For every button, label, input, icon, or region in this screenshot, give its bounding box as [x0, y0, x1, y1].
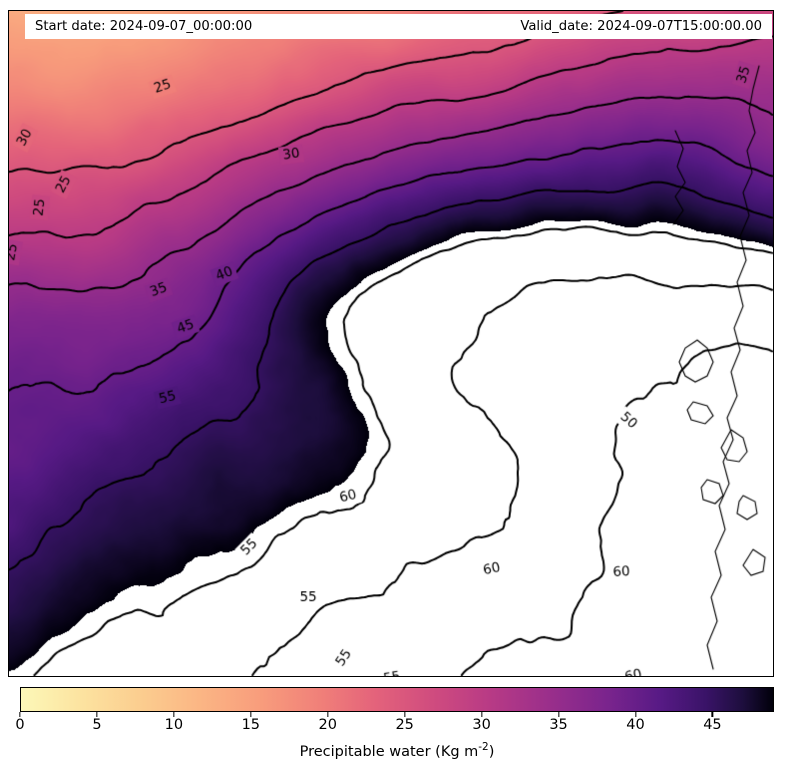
colorbar-tick [711, 712, 714, 717]
colorbar-title-tail: ) [488, 744, 495, 760]
start-date-label: Start date: 2024-09-07_00:00:00 [35, 18, 253, 34]
colorbar-tick-label: 25 [395, 717, 414, 733]
colorbar-tick-label: 45 [703, 717, 722, 733]
colorbar [20, 687, 774, 712]
colorbar-tick-label: 20 [318, 717, 337, 733]
colorbar-tick-label: 0 [15, 717, 25, 733]
colorbar-tick [96, 712, 98, 717]
precipitable-water-map [9, 11, 773, 676]
colorbar-title-exponent: -2 [478, 741, 489, 754]
colorbar-tick-container: 0 5 10 15 20 25 30 35 40 45 [15, 712, 774, 733]
colorbar-tick [557, 712, 560, 717]
colorbar-tick-label: 40 [626, 717, 645, 733]
colorbar-tick [404, 712, 406, 717]
date-title-bar: Start date: 2024-09-07_00:00:00 Valid_da… [25, 14, 772, 39]
colorbar-title-main: Precipitable water (Kg m [299, 744, 479, 760]
colorbar-tick [173, 712, 175, 717]
colorbar-tick [19, 712, 21, 717]
colorbar-tick-label: 35 [549, 717, 568, 733]
colorbar-gradient [21, 688, 773, 711]
colorbar-tick [250, 712, 252, 717]
colorbar-tick [480, 712, 483, 717]
colorbar-tick-label: 5 [92, 717, 102, 733]
colorbar-tick [634, 712, 637, 717]
map-axes [8, 10, 774, 677]
colorbar-tick-label: 10 [164, 717, 184, 733]
colorbar-tick [327, 712, 329, 717]
colorbar-title: Precipitable water (Kg m-2) [0, 741, 794, 760]
colorbar-tick-label: 15 [241, 717, 261, 733]
colorbar-tick-label: 30 [472, 717, 491, 733]
valid-date-label: Valid_date: 2024-09-07T15:00:00.00 [520, 18, 762, 34]
